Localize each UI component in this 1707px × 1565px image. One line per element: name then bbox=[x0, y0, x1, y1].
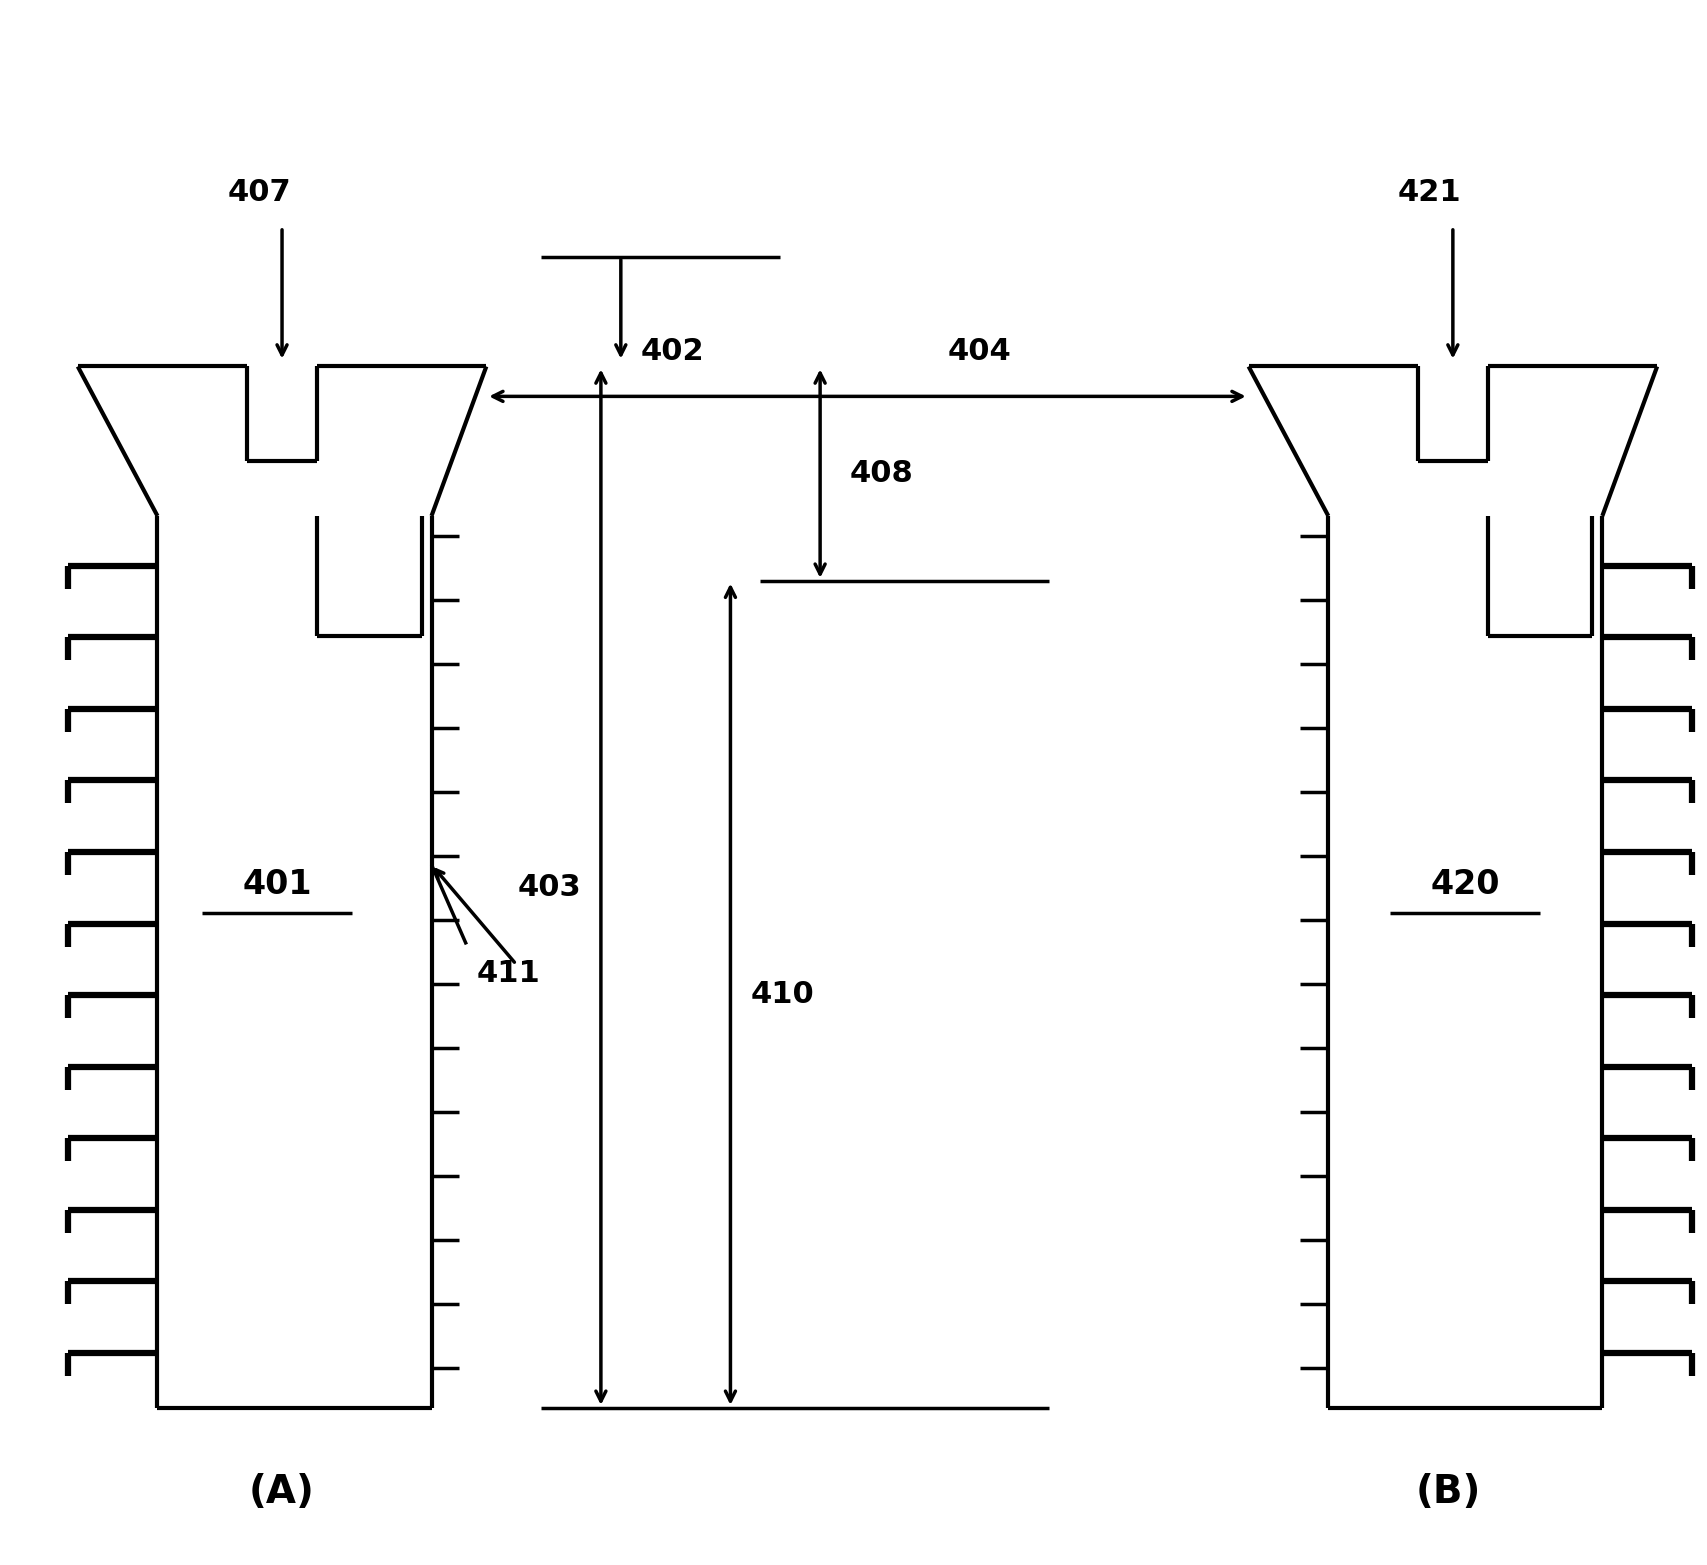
Text: 421: 421 bbox=[1398, 178, 1461, 207]
Text: 402: 402 bbox=[640, 336, 703, 366]
Text: 408: 408 bbox=[850, 459, 913, 488]
Text: 411: 411 bbox=[476, 959, 539, 989]
Text: 407: 407 bbox=[227, 178, 290, 207]
Text: 401: 401 bbox=[242, 869, 312, 901]
Text: 404: 404 bbox=[947, 338, 1011, 366]
Text: 403: 403 bbox=[517, 873, 580, 901]
Text: 410: 410 bbox=[749, 980, 814, 1009]
Text: 420: 420 bbox=[1429, 869, 1499, 901]
Text: (A): (A) bbox=[249, 1474, 314, 1512]
Text: (B): (B) bbox=[1415, 1474, 1480, 1512]
